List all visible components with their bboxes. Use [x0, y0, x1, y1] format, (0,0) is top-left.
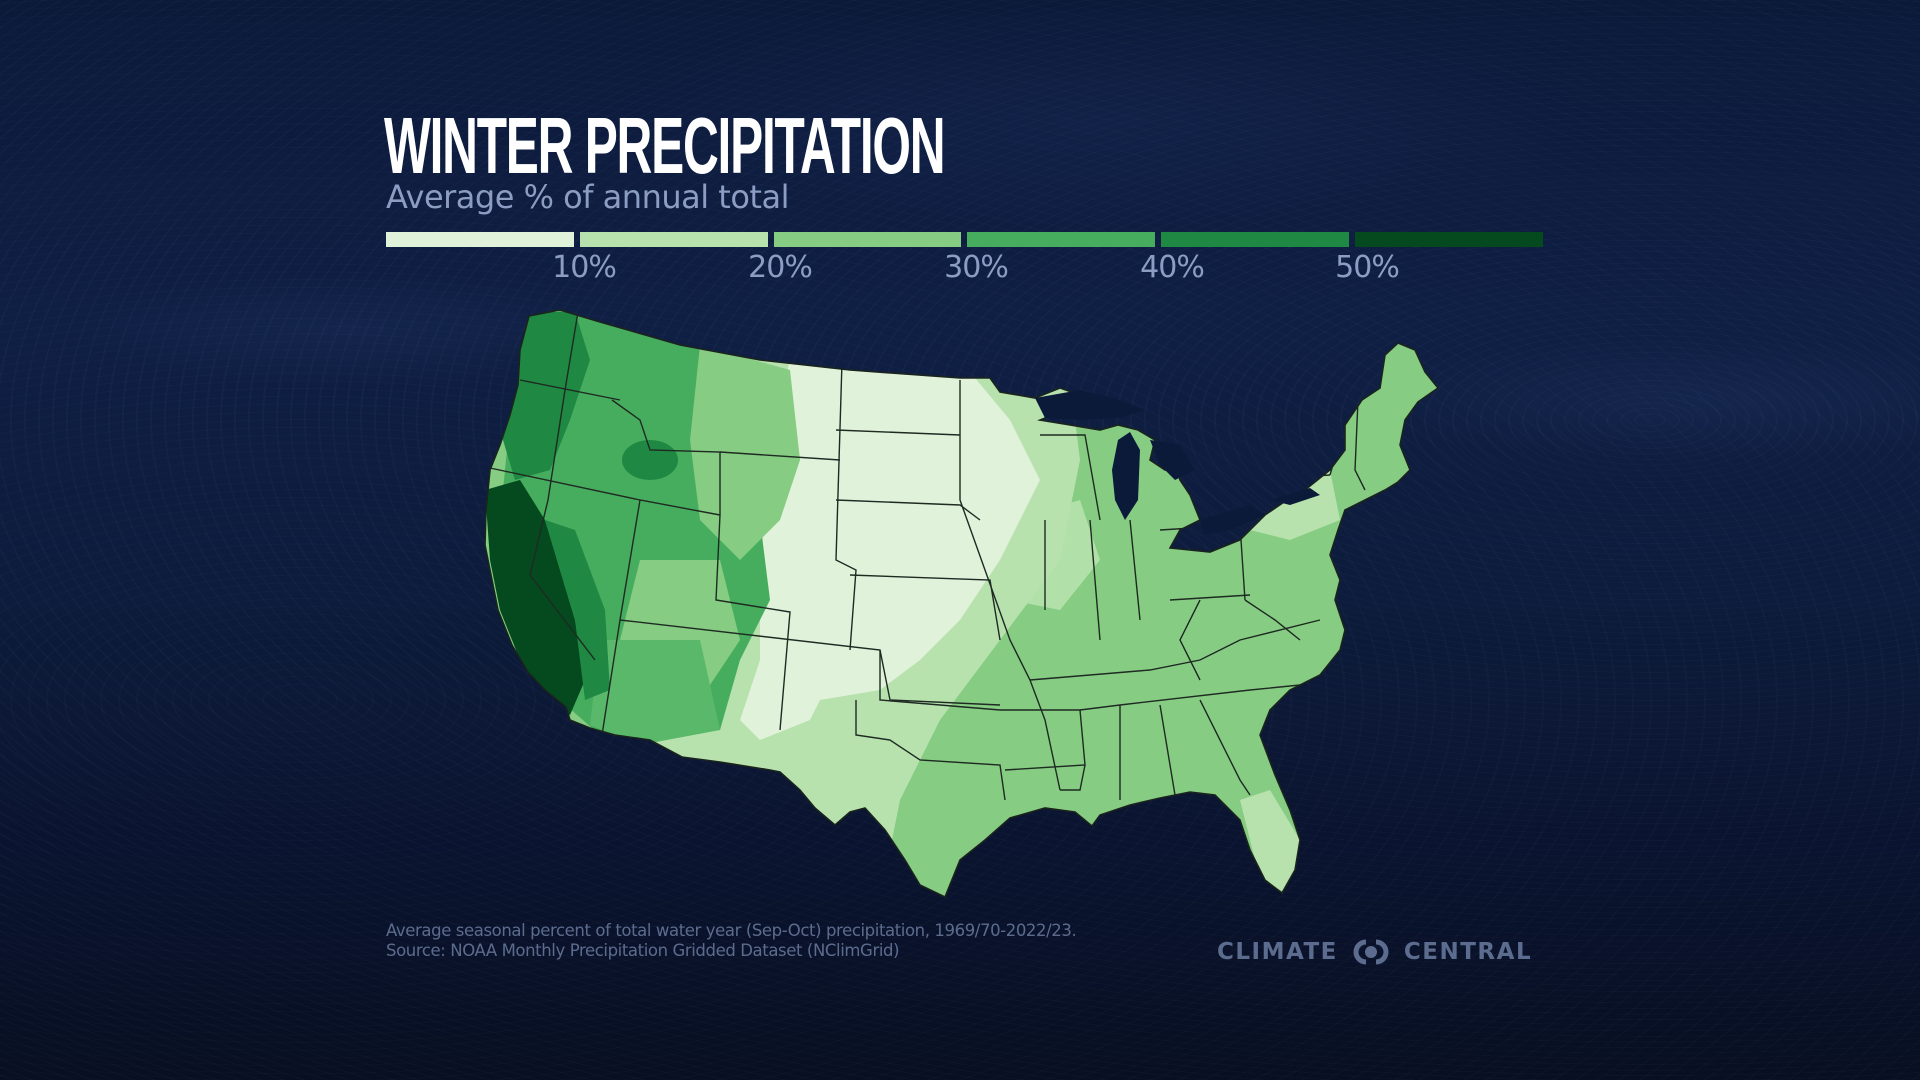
legend-label-20: 20%: [748, 250, 813, 285]
caption-line-2: Source: NOAA Monthly Precipitation Gridd…: [386, 941, 900, 960]
caption-line-1: Average seasonal percent of total water …: [386, 921, 1077, 940]
source-caption: Average seasonal percent of total water …: [386, 921, 1077, 961]
great-lakes: [1035, 390, 1320, 535]
legend-bin-3: [773, 232, 962, 247]
legend-tick-labels: 10% 20% 30% 40% 50%: [0, 250, 1920, 290]
climate-central-rings-icon: [1353, 939, 1389, 965]
legend-label-50: 50%: [1335, 250, 1400, 285]
legend-label-30: 30%: [944, 250, 1009, 285]
legend-bin-1: [386, 232, 574, 247]
legend-label-10: 10%: [552, 250, 617, 285]
logo-text-left: CLIMATE: [1217, 939, 1338, 965]
legend-bin-6: [1355, 232, 1543, 247]
logo-text-right: CENTRAL: [1403, 939, 1533, 965]
color-legend-bar: [386, 232, 1543, 247]
legend-bin-4: [967, 232, 1156, 247]
page-title: WINTER PRECIPITATION: [384, 101, 946, 190]
climate-central-logo: CLIMATE CENTRAL: [1217, 937, 1532, 967]
legend-bin-5: [1161, 232, 1350, 247]
legend-bin-2: [579, 232, 768, 247]
page-subtitle: Average % of annual total: [386, 178, 789, 216]
legend-label-40: 40%: [1140, 250, 1205, 285]
